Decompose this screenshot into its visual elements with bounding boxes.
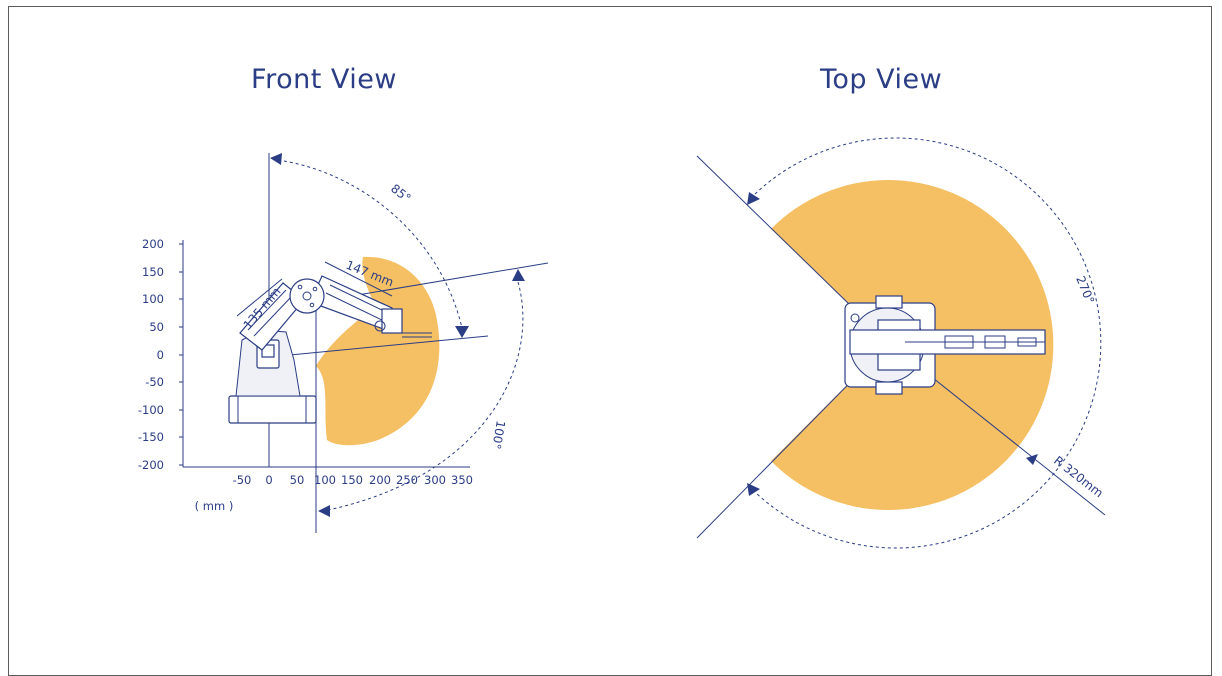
sweep-angle-label: 270° — [1073, 274, 1097, 306]
y-tick-label: -100 — [138, 403, 164, 417]
angle-arc-270 — [754, 137, 1102, 549]
arc-arrowhead — [455, 326, 469, 338]
top-view-title: Top View — [820, 64, 943, 95]
x-tick-label: -50 — [233, 473, 252, 487]
x-tick-label: 0 — [265, 473, 272, 487]
x-tick-label: 300 — [424, 473, 446, 487]
y-tick-label: 0 — [157, 348, 164, 362]
x-tick-label: 250 — [396, 473, 418, 487]
front-view: 200 150 100 50 0 -50 -100 -150 -200 -50 … — [138, 153, 549, 533]
front-view-title: Front View — [251, 64, 397, 95]
lower-angle-label: 100° — [489, 419, 508, 450]
front-workspace-area — [316, 256, 440, 446]
x-tick-label: 150 — [341, 473, 363, 487]
robot-arm-top — [844, 295, 1046, 395]
upper-angle-label: 85° — [388, 181, 413, 205]
lower-limit-line — [289, 335, 489, 356]
y-tick-marks — [179, 243, 183, 466]
y-tick-label: 100 — [142, 292, 164, 306]
robot-arm-front — [228, 275, 432, 424]
y-tick-label: 200 — [142, 237, 164, 251]
arc-arrowhead — [318, 505, 330, 517]
x-tick-label: 100 — [314, 473, 336, 487]
forearm-dimension-line — [324, 261, 393, 297]
arc-arrowhead — [270, 153, 282, 165]
top-view: 270° R 320mm — [696, 137, 1106, 549]
y-tick-label: -200 — [138, 458, 164, 472]
arc-arrowhead — [512, 269, 525, 281]
y-tick-label: 50 — [149, 320, 164, 334]
x-tick-label: 50 — [290, 473, 305, 487]
unit-label: ( mm ) — [195, 499, 234, 513]
upper-arm-dimension-line — [236, 278, 283, 317]
arc-arrowhead — [747, 192, 760, 205]
angle-arc-85 — [277, 159, 463, 329]
y-tick-label: -50 — [145, 375, 164, 389]
radius-arrowhead — [1026, 454, 1038, 465]
arc-arrowhead — [747, 483, 760, 496]
x-tick-label: 200 — [369, 473, 391, 487]
y-tick-label: -150 — [138, 430, 164, 444]
angle-arc-100 — [327, 281, 524, 511]
y-tick-label: 150 — [142, 265, 164, 279]
x-tick-label: 350 — [451, 473, 473, 487]
